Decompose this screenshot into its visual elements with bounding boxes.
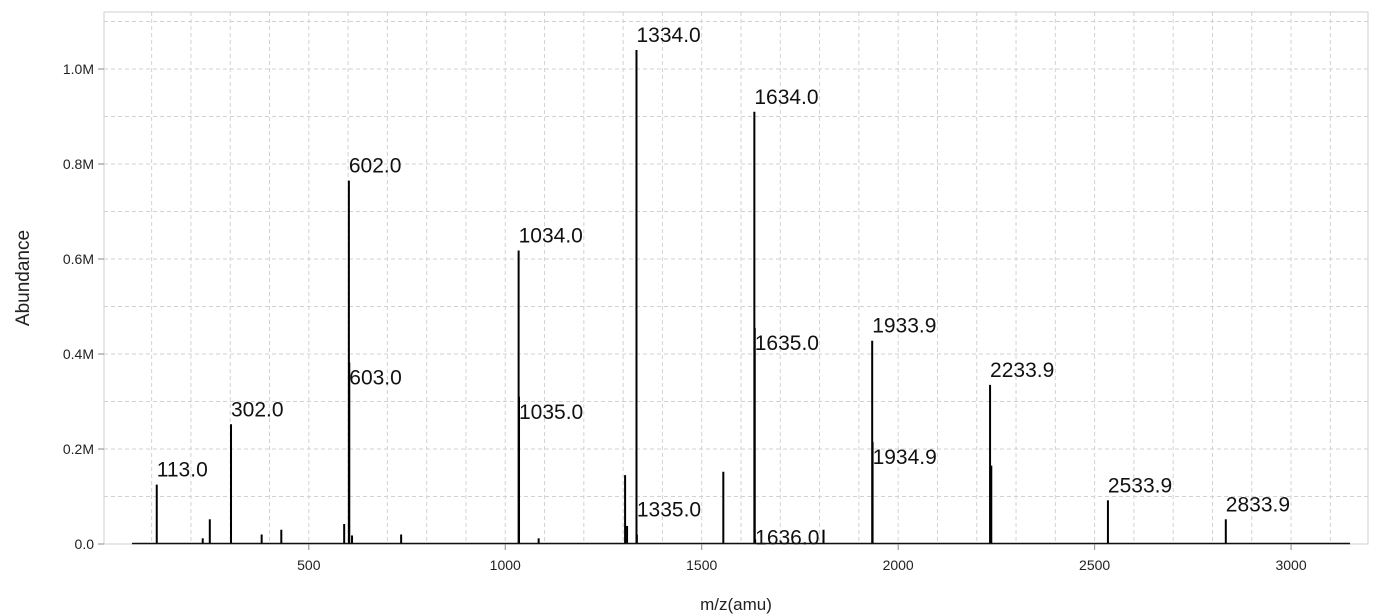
peak-label: 1335.0 [637,499,701,522]
peak-label: 2233.9 [990,359,1054,382]
peak-label: 1933.9 [872,315,936,338]
peak-label: 1035.0 [519,401,583,424]
peak-label: 302.0 [231,398,284,421]
x-tick-label: 2500 [1079,557,1110,573]
peak-label: 2533.9 [1108,474,1172,497]
peak-label: 603.0 [349,367,402,390]
peak-label: 602.0 [349,155,402,178]
peak-label: 1636.0 [755,526,819,549]
grid-lines [104,12,1368,544]
x-tick-label: 1500 [686,557,717,573]
peaks [155,50,1227,544]
peak-label: 1634.0 [754,86,818,109]
x-tick-label: 1000 [490,557,521,573]
peak-label: 1934.9 [873,446,937,469]
peak-label: 2833.9 [1226,493,1290,516]
peak-label: 1635.0 [755,332,819,355]
plot-frame [103,11,1369,545]
y-tick-label: 0.2M [63,441,94,457]
y-tick-label: 0.8M [63,156,94,172]
y-tick-label: 1.0M [63,61,94,77]
peak-label: 1334.0 [636,24,700,47]
x-tick-label: 3000 [1275,557,1306,573]
y-axis-title: Abundance [13,230,34,326]
y-tick-label: 0.6M [63,251,94,267]
peak-labels: 113.0 302.0 602.0 603.0 1034.0 1035.0 1334.0 13… [157,24,1290,549]
axes: 0.0 0.2M 0.4M 0.6M 0.8M 1.0M 500 1000 1500 2000 25… [63,61,1350,573]
x-axis-title: m/z(amu) [700,595,772,614]
peak-label: 113.0 [157,459,208,482]
x-tick-label: 500 [297,557,321,573]
y-tick-label: 0.0 [75,536,95,552]
peak-label: 1034.0 [519,224,583,247]
x-tick-label: 2000 [883,557,914,573]
y-tick-label: 0.4M [63,346,94,362]
